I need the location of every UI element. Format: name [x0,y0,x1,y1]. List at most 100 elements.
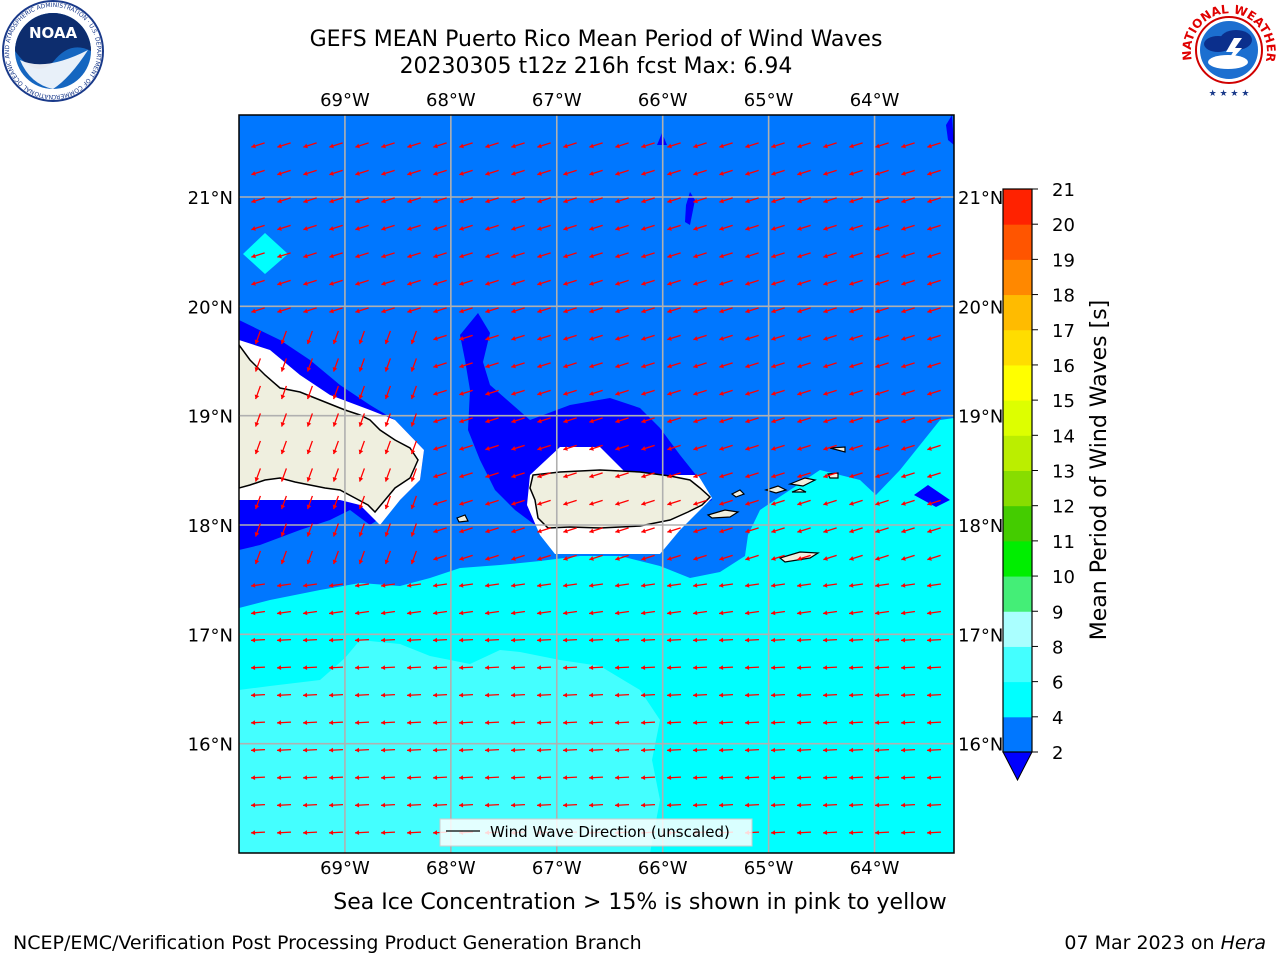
wind-wave-arrow [849,417,863,424]
wind-wave-arrow [536,665,552,671]
wind-wave-arrow [667,279,681,286]
wind-wave-arrow [280,468,288,482]
lon-tick-label: 68°W [426,858,476,879]
wind-wave-arrow [848,665,864,671]
wind-wave-arrow [822,665,838,671]
wind-wave-arrow [536,692,552,698]
lat-tick-label: 21°N [958,188,1003,209]
wind-wave-arrow [875,224,889,231]
wind-wave-arrow [666,775,682,781]
wind-wave-arrow [302,830,318,836]
wind-wave-arrow [358,495,366,510]
footer-date-text: 07 Mar 2023 on [1064,932,1221,954]
wind-wave-arrow [536,583,552,588]
wind-wave-arrow [537,307,551,314]
wind-wave-arrow [796,802,812,808]
wind-wave-arrow [615,279,629,286]
wind-wave-arrow [306,468,314,482]
wind-wave-arrow [640,802,656,808]
wind-wave-arrow [615,444,629,451]
colorbar-tick-label: 16 [1052,356,1075,377]
wind-wave-arrow [280,385,288,400]
wind-wave-arrow [562,665,578,671]
wind-wave-arrow [641,472,655,479]
wind-wave-arrow [354,692,370,698]
wind-wave-arrow [358,523,366,537]
wind-wave-arrow [250,775,266,781]
wind-wave-arrow [901,444,915,451]
wind-wave-arrow [615,362,629,369]
wind-wave-arrow [927,142,941,149]
wind-wave-arrow [358,550,366,565]
wind-wave-arrow [641,554,655,561]
wind-wave-arrow [900,583,916,588]
wind-wave-arrow [588,747,604,753]
wind-wave-arrow [537,527,551,534]
wind-wave-arrow [926,637,942,643]
wind-wave-arrow [797,169,811,176]
wind-wave-arrow [328,747,344,753]
wind-wave-arrow [537,197,551,204]
wind-wave-arrow [510,775,526,781]
wind-wave-arrow [276,747,292,753]
wind-wave-arrow [640,747,656,753]
wind-wave-arrow [900,637,916,643]
wind-wave-arrow [926,610,942,616]
wind-wave-arrow [693,362,707,369]
wind-wave-arrow [458,747,474,753]
wind-wave-arrow [719,142,733,149]
wind-wave-arrow [459,307,473,314]
wind-wave-arrow [927,307,941,314]
wind-wave-arrow [355,279,369,286]
wind-wave-arrow [719,554,733,561]
colorbar-segment [1003,189,1032,225]
wind-wave-arrow [874,720,890,726]
wind-wave-arrow [277,279,291,286]
colorbar-tick-label: 15 [1052,391,1075,412]
wind-wave-arrow [485,334,499,341]
lon-tick-labels-top: 69°W 68°W 67°W 66°W 65°W 64°W [320,90,900,111]
wind-wave-arrow [693,307,707,314]
wind-wave-arrow [276,692,292,698]
wind-wave-arrow [822,610,838,616]
wind-wave-arrow [797,499,811,506]
wind-wave-arrow [254,358,262,372]
wind-wave-arrow [771,554,785,561]
wind-wave-arrow [667,169,681,176]
wind-wave-arrow [251,252,265,259]
wind-wave-arrow [433,554,447,561]
wind-wave-arrow [563,527,577,534]
wind-wave-arrow [277,224,291,231]
wind-wave-arrow [927,252,941,259]
wind-wave-arrow [406,747,422,753]
wind-wave-arrow [250,583,266,588]
wind-wave-arrow [384,468,392,482]
wind-wave-arrow [823,554,837,561]
island-mona [456,514,469,523]
colorbar-segment [1003,364,1032,401]
wind-wave-arrow [302,637,318,643]
wind-wave-arrow [796,692,812,698]
wind-wave-arrow [355,252,369,259]
wind-wave-arrow [484,583,500,588]
wind-wave-arrow [667,527,681,534]
wind-wave-arrow [770,665,786,671]
wind-wave-arrow [666,665,682,671]
wind-wave-arrow [406,610,422,616]
wind-wave-arrow [589,444,603,451]
wind-wave-arrow [459,527,473,534]
wind-wave-arrow [280,413,288,427]
wind-wave-arrow [901,334,915,341]
wind-wave-arrow [875,362,889,369]
wind-wave-arrow [641,142,655,149]
colorbar-segment [1003,611,1032,647]
wind-wave-arrow [641,499,655,506]
wind-wave-arrow [849,389,863,396]
wind-wave-arrow [485,417,499,424]
wind-wave-arrow [302,720,318,726]
footer-date: 07 Mar 2023 on Hera [1064,932,1266,954]
wind-wave-arrow [641,279,655,286]
wind-wave-arrow [589,197,603,204]
wind-wave-arrow [459,554,473,561]
